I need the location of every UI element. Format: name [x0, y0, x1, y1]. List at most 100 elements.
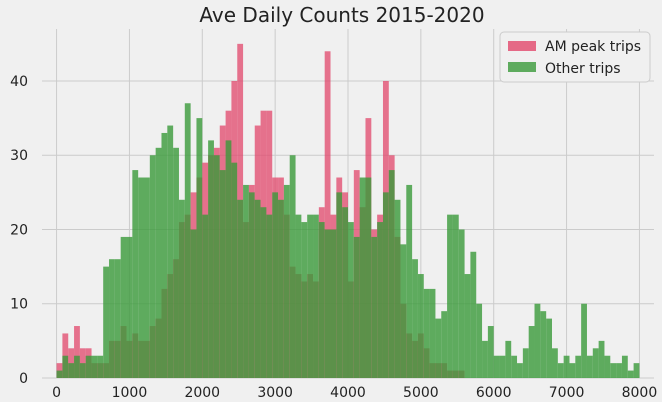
- bar-other: [464, 274, 471, 378]
- bar-other: [586, 355, 593, 378]
- bar-am-peak: [324, 51, 331, 378]
- bar-other: [283, 184, 290, 378]
- legend: AM peak trips Other trips: [499, 31, 651, 83]
- y-tick-label: 20: [10, 222, 28, 238]
- bar-other: [616, 363, 622, 378]
- bar-other: [452, 214, 459, 378]
- bar-other: [499, 355, 506, 378]
- bar-other: [254, 199, 261, 378]
- bar-other: [149, 155, 156, 378]
- bar-other: [575, 355, 582, 378]
- bar-other: [388, 170, 395, 378]
- bar-other: [68, 363, 75, 378]
- bar-other: [144, 177, 150, 378]
- bar-other: [348, 222, 354, 378]
- bar-other: [126, 236, 133, 378]
- x-tick-label: 2000: [184, 385, 220, 401]
- bar-other: [382, 192, 389, 378]
- legend-label-other: Other trips: [545, 61, 621, 77]
- bar-other: [621, 355, 628, 378]
- x-tick-label: 0: [52, 385, 61, 401]
- bar-am-peak: [62, 333, 69, 378]
- bar-other: [178, 199, 185, 378]
- bar-other: [563, 355, 570, 378]
- bar-other: [417, 274, 424, 378]
- bar-other: [313, 214, 319, 378]
- x-tick-label: 8000: [622, 385, 658, 401]
- bar-other: [237, 199, 244, 378]
- bar-other: [278, 199, 284, 378]
- x-tick-label: 1000: [112, 385, 148, 401]
- bar-other: [359, 177, 366, 378]
- bar-other: [592, 348, 599, 378]
- bar-other: [365, 177, 372, 378]
- bar-other: [406, 184, 413, 378]
- bar-other: [56, 370, 63, 378]
- bar-other: [289, 155, 296, 378]
- legend-swatch-am-peak: [508, 41, 536, 51]
- legend-label-am-peak: AM peak trips: [545, 39, 641, 55]
- bar-other: [336, 192, 343, 378]
- bar-other: [447, 214, 453, 378]
- bar-other: [458, 229, 465, 378]
- y-tick-label: 40: [10, 74, 28, 90]
- bar-other: [318, 222, 325, 378]
- bar-other: [482, 340, 488, 378]
- bar-other: [161, 132, 168, 378]
- legend-frame: [499, 31, 651, 83]
- bar-other: [604, 355, 611, 378]
- bar-other: [155, 147, 162, 378]
- bar-other: [213, 155, 220, 378]
- bar-other: [528, 326, 535, 378]
- bar-other: [493, 355, 500, 378]
- bar-other: [581, 303, 587, 378]
- bar-other: [627, 370, 634, 378]
- bar-other: [79, 363, 86, 378]
- bar-other: [324, 229, 331, 378]
- bar-other: [132, 170, 139, 378]
- bar-other: [97, 355, 104, 378]
- ticks-layer: 0 1000 2000 3000 4000 5000 6000 7000 8000 0 10 20 30…: [10, 74, 657, 401]
- bar-other: [62, 355, 69, 378]
- bar-other: [342, 207, 348, 378]
- bar-other: [353, 236, 360, 378]
- bar-other: [522, 348, 529, 378]
- bar-other: [435, 318, 442, 378]
- bar-other: [546, 318, 552, 378]
- bar-other: [441, 311, 448, 378]
- bar-other: [243, 184, 249, 378]
- bar-other: [196, 118, 203, 378]
- bar-other: [476, 303, 483, 378]
- bar-other: [272, 192, 279, 378]
- bar-other: [114, 259, 121, 378]
- bar-other: [633, 363, 640, 378]
- x-tick-label: 3000: [257, 385, 293, 401]
- chart-title: Ave Daily Counts 2015-2020: [199, 3, 484, 27]
- bar-other: [412, 259, 418, 378]
- legend-swatch-other: [508, 62, 536, 72]
- bar-other: [540, 311, 547, 378]
- bar-other: [184, 103, 191, 379]
- bar-other: [505, 340, 512, 378]
- bar-other: [517, 363, 523, 378]
- x-tick-label: 7000: [549, 385, 585, 401]
- bar-other: [610, 363, 617, 378]
- bar-other: [371, 236, 378, 378]
- bar-other: [190, 229, 197, 378]
- bar-other: [487, 326, 494, 378]
- x-tick-label: 5000: [403, 385, 439, 401]
- bar-other: [330, 229, 337, 378]
- bar-other: [248, 192, 255, 378]
- bar-other: [569, 363, 576, 378]
- bar-other: [429, 288, 436, 378]
- bar-other: [307, 214, 314, 378]
- bar-other: [400, 244, 407, 378]
- bar-other: [91, 355, 98, 378]
- bar-other: [266, 214, 273, 378]
- bar-other: [470, 251, 477, 378]
- bar-other: [260, 207, 267, 378]
- y-tick-label: 10: [10, 297, 28, 313]
- bar-other: [167, 125, 174, 378]
